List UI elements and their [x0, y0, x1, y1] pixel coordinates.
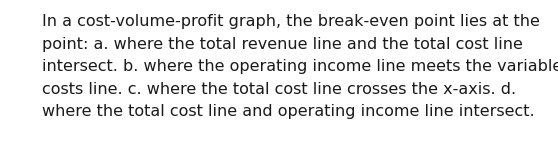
- Text: intersect. b. where the operating income line meets the variable: intersect. b. where the operating income…: [42, 59, 558, 74]
- Text: point: a. where the total revenue line and the total cost line: point: a. where the total revenue line a…: [42, 36, 523, 52]
- Text: costs line. c. where the total cost line crosses the x-axis. d.: costs line. c. where the total cost line…: [42, 81, 516, 97]
- Text: In a cost-volume-profit graph, the break-even point lies at the: In a cost-volume-profit graph, the break…: [42, 14, 540, 29]
- Text: where the total cost line and operating income line intersect.: where the total cost line and operating …: [42, 104, 535, 119]
